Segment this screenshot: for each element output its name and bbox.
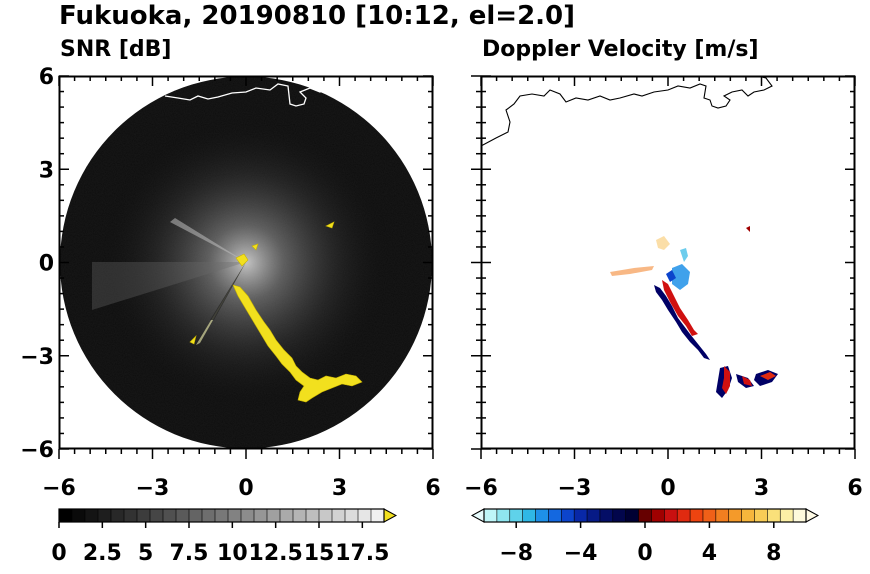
- snr-colorbar-bin: [71, 508, 86, 523]
- snr-coastline: [164, 76, 327, 107]
- doppler-colorbar-bin: [599, 508, 614, 523]
- doppler-colorbar-bin: [715, 508, 730, 523]
- doppler-x-tick-label: 3: [754, 476, 769, 501]
- snr-colorbar-bin: [240, 508, 255, 523]
- snr-echo: [189, 221, 363, 403]
- doppler-colorbar-bin: [496, 508, 511, 523]
- snr-panel-title: SNR [dB]: [60, 37, 171, 62]
- doppler-colorbar-bin: [560, 508, 575, 523]
- snr-colorbar-tick-label: 10: [217, 541, 248, 566]
- snr-colorbar-bin: [175, 508, 190, 523]
- snr-colorbar-tick-label: 17.5: [335, 541, 389, 566]
- snr-colorbar-bin: [253, 508, 268, 523]
- snr-colorbar-bin: [305, 508, 320, 523]
- snr-x-axis: −6 −3 0 3 6: [42, 76, 441, 501]
- doppler-colorbar-bin: [676, 508, 691, 523]
- snr-y-tick-label: 0: [39, 252, 54, 277]
- snr-colorbar-bin: [318, 508, 333, 523]
- snr-colorbar-bin: [58, 508, 73, 523]
- snr-colorbar-tick-label: 15: [304, 541, 335, 566]
- snr-colorbar-bin: [227, 508, 242, 523]
- doppler-colorbar-bin: [586, 508, 601, 523]
- snr-colorbar-frame: [58, 508, 385, 523]
- snr-y-axis: 6 3 0 −3 −6: [20, 65, 433, 463]
- doppler-y-axis: [471, 75, 855, 450]
- doppler-colorbar-bin: [702, 508, 717, 523]
- doppler-echo: [610, 226, 778, 398]
- doppler-x-tick-label: 6: [847, 476, 862, 501]
- doppler-colorbar-bin: [509, 508, 524, 523]
- snr-x-tick-label: 6: [425, 476, 440, 501]
- snr-colorbar-bin: [344, 508, 359, 523]
- snr-colorbar-tick-label: 12.5: [249, 541, 303, 566]
- snr-x-tick-label: −6: [42, 476, 76, 501]
- doppler-colorbar-bin: [483, 508, 498, 523]
- doppler-colorbar-bin: [664, 508, 678, 523]
- snr-colorbar-bin: [136, 508, 151, 523]
- snr-colorbar-bin: [162, 508, 177, 523]
- doppler-colorbar-tick-label: 0: [637, 541, 652, 566]
- doppler-colorbar-tick-label: 4: [702, 541, 717, 566]
- doppler-colorbar-bin: [535, 508, 550, 523]
- snr-colorbar-bin: [370, 508, 385, 523]
- snr-x-tick-label: −3: [136, 476, 170, 501]
- figure-title: Fukuoka, 20190810 [10:12, el=2.0]: [59, 1, 575, 31]
- snr-colorbar-bin: [201, 508, 216, 523]
- snr-colorbar-bin: [357, 508, 372, 523]
- doppler-colorbar-tick-label: −4: [564, 541, 598, 566]
- snr-colorbar-bin: [292, 508, 307, 523]
- snr-colorbar-bin: [266, 508, 281, 523]
- snr-colorbar-bin: [279, 508, 294, 523]
- snr-colorbar-bin: [149, 508, 164, 523]
- doppler-colorbar: −8 −4 0 4 8: [470, 508, 820, 566]
- snr-colorbar-bin: [188, 508, 203, 523]
- doppler-x-axis: −6 −3 0 3 6: [464, 76, 863, 501]
- doppler-panel: Doppler Velocity [m/s]: [464, 37, 863, 501]
- snr-clutter: [60, 76, 432, 449]
- doppler-colorbar-bin: [754, 508, 769, 523]
- doppler-colorbar-bin: [625, 508, 640, 523]
- snr-colorbar-bin: [214, 508, 229, 523]
- snr-y-tick-label: −6: [20, 438, 54, 463]
- snr-colorbar-extend-high: [383, 508, 398, 523]
- snr-colorbar-tick-label: 2.5: [83, 541, 122, 566]
- doppler-colorbar-bin: [522, 508, 537, 523]
- snr-y-tick-label: 6: [39, 65, 54, 90]
- snr-colorbar-bin: [331, 508, 346, 523]
- doppler-colorbar-extend-high: [805, 508, 820, 523]
- doppler-colorbar-bin: [741, 508, 756, 523]
- snr-colorbar: 0 2.5 5 7.5 10 12.5 15 17.5: [51, 508, 398, 566]
- snr-colorbar-tick-label: 7.5: [170, 541, 209, 566]
- doppler-colorbar-bin: [548, 508, 562, 523]
- doppler-x-tick-label: −6: [464, 476, 498, 501]
- doppler-colorbar-bin: [728, 508, 743, 523]
- doppler-x-tick-label: −3: [558, 476, 592, 501]
- doppler-colorbar-bin: [612, 508, 627, 523]
- doppler-colorbar-bin: [651, 508, 666, 523]
- doppler-colorbar-bin: [689, 508, 704, 523]
- doppler-x-tick-label: 0: [660, 476, 675, 501]
- snr-colorbar-bin: [110, 508, 125, 523]
- doppler-colorbar-bin: [792, 508, 807, 523]
- snr-colorbar-tick-label: 5: [138, 541, 153, 566]
- snr-colorbar-bin: [97, 508, 112, 523]
- doppler-colorbar-bin: [779, 508, 794, 523]
- doppler-colorbar-bin: [573, 508, 588, 523]
- doppler-colorbar-extend-low: [470, 508, 485, 523]
- snr-y-tick-label: −3: [20, 345, 54, 370]
- snr-x-tick-label: 3: [332, 476, 347, 501]
- doppler-colorbar-bin: [767, 508, 781, 523]
- doppler-coastline: [481, 76, 773, 147]
- snr-colorbar-tick-label: 0: [51, 541, 66, 566]
- snr-colorbar-bin: [84, 508, 99, 523]
- doppler-panel-title: Doppler Velocity [m/s]: [482, 37, 759, 62]
- snr-x-tick-label: 0: [238, 476, 253, 501]
- doppler-colorbar-tick-label: 8: [766, 541, 781, 566]
- doppler-colorbar-tick-label: −8: [499, 541, 533, 566]
- doppler-colorbar-bin: [638, 508, 653, 523]
- snr-y-tick-label: 3: [39, 158, 54, 183]
- snr-panel: SNR [dB] 6 3 0 −3 −6 −6 −3 0: [20, 37, 440, 501]
- snr-colorbar-bin: [123, 508, 138, 523]
